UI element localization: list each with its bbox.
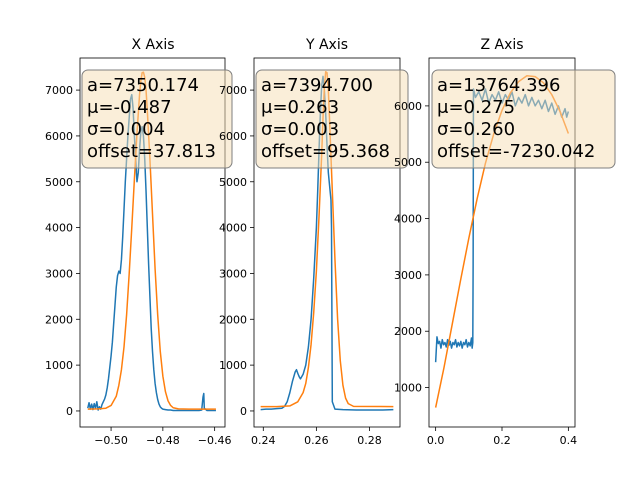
y-tick-label: 4000 <box>45 222 73 235</box>
y-tick-label: 5000 <box>394 156 422 169</box>
x-tick-label: 0.0 <box>427 434 445 447</box>
annotation-box <box>81 69 233 169</box>
annotation-line: σ=0.003 <box>261 119 339 140</box>
axes-frame <box>79 57 226 428</box>
y-tick-label: 2000 <box>219 313 247 326</box>
x-tick-label: 0.2 <box>493 434 511 447</box>
subplot-y-axis: Y Axis 0.24 0.26 0.28 0 1000 2000 3000 4000 500… <box>219 37 409 447</box>
x-ticks: −0.50 −0.48 −0.46 <box>94 427 232 447</box>
annotation-line: μ=0.263 <box>261 97 339 118</box>
annotation-box <box>255 69 409 169</box>
x-tick-label: −0.48 <box>146 434 180 447</box>
annotation-line: offset=-7230.042 <box>437 141 595 162</box>
annotation-line: σ=0.004 <box>87 119 165 140</box>
y-tick-label: 6000 <box>219 130 247 143</box>
data-series-line <box>260 75 394 411</box>
y-tick-label: 4000 <box>394 213 422 226</box>
subplot-title: Y Axis <box>305 37 348 53</box>
annotation-line: μ=-0.487 <box>87 97 172 118</box>
y-tick-label: 1000 <box>219 359 247 372</box>
x-tick-label: 0.4 <box>560 434 578 447</box>
y-tick-label: 5000 <box>219 176 247 189</box>
annotation-line: a=13764.396 <box>437 75 560 96</box>
axes-spines <box>79 57 226 428</box>
y-tick-label: 6000 <box>45 130 73 143</box>
subplot-x-axis: X Axis −0.50 −0.48 −0.46 0 1000 2000 3000 4000… <box>45 37 233 447</box>
y-tick-label: 7000 <box>219 84 247 97</box>
y-tick-label: 1000 <box>45 359 73 372</box>
annotation-line: offset=95.368 <box>261 141 390 162</box>
annotation-line: a=7350.174 <box>87 75 199 96</box>
y-ticks: 1000 2000 3000 4000 5000 6000 <box>394 100 429 395</box>
y-tick-label: 7000 <box>45 84 73 97</box>
annotation-box <box>431 69 616 169</box>
annotation-line: a=7394.700 <box>261 75 373 96</box>
y-tick-label: 0 <box>240 405 247 418</box>
y-tick-label: 3000 <box>45 267 73 280</box>
y-tick-label: 6000 <box>394 100 422 113</box>
y-tick-label: 1000 <box>394 382 422 395</box>
y-tick-label: 2000 <box>45 313 73 326</box>
y-tick-label: 2000 <box>394 325 422 338</box>
subplot-z-axis: Z Axis 0.0 0.2 0.4 1000 2000 3000 4000 5000 600… <box>394 37 616 447</box>
fit-annotation: a=13764.396μ=0.275σ=0.260offset=-7230.04… <box>431 69 616 169</box>
x-ticks: 0.0 0.2 0.4 <box>427 427 577 447</box>
x-tick-label: 0.26 <box>304 434 329 447</box>
x-tick-label: 0.28 <box>357 434 382 447</box>
annotation-line: offset=37.813 <box>87 141 216 162</box>
axes-frame <box>253 57 401 428</box>
y-tick-label: 5000 <box>45 176 73 189</box>
annotation-line: μ=0.275 <box>437 97 515 118</box>
y-tick-label: 3000 <box>219 267 247 280</box>
y-ticks: 0 1000 2000 3000 4000 5000 6000 7000 <box>219 84 254 418</box>
annotation-line: σ=0.260 <box>437 119 515 140</box>
axes-spines <box>253 57 401 428</box>
y-tick-label: 3000 <box>394 269 422 282</box>
y-ticks: 0 1000 2000 3000 4000 5000 6000 7000 <box>45 84 80 418</box>
y-tick-label: 4000 <box>219 222 247 235</box>
x-ticks: 0.24 0.26 0.28 <box>251 427 382 447</box>
subplot-title: X Axis <box>131 37 174 53</box>
x-tick-label: 0.24 <box>251 434 276 447</box>
x-tick-label: −0.46 <box>198 434 232 447</box>
y-tick-label: 0 <box>66 405 73 418</box>
subplot-title: Z Axis <box>480 37 523 53</box>
x-tick-label: −0.50 <box>94 434 128 447</box>
